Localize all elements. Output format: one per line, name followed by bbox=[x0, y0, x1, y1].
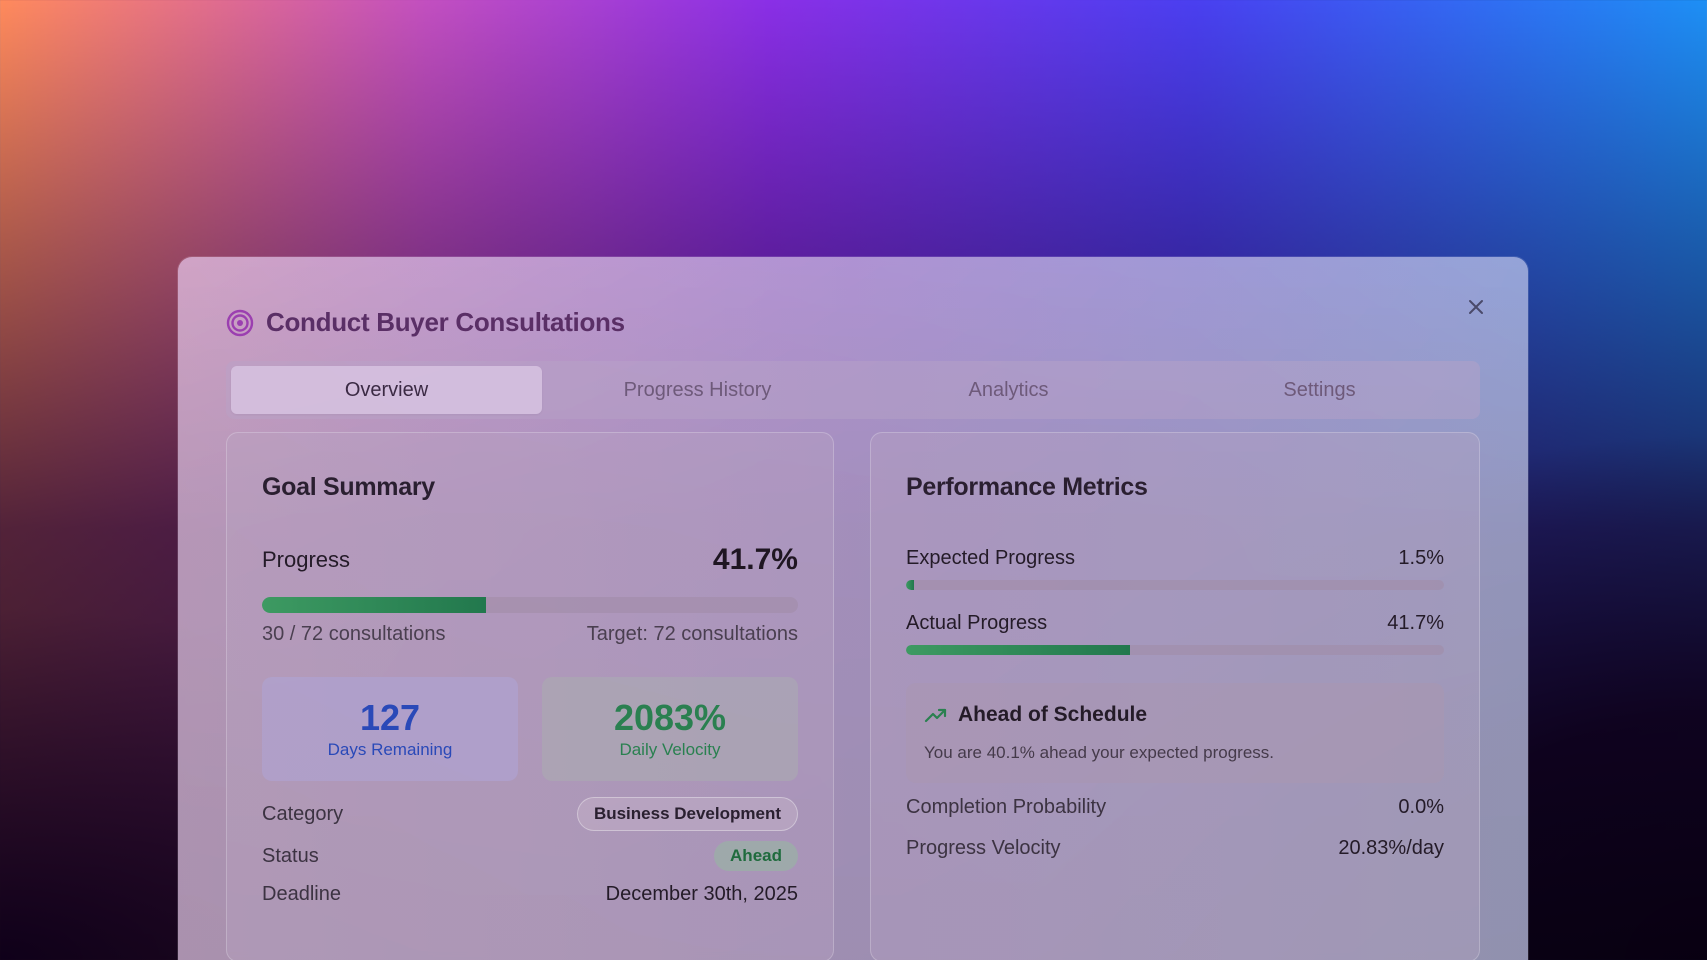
expected-progress-bar bbox=[906, 580, 1444, 590]
status-row: Status Ahead bbox=[262, 841, 798, 871]
progress-row: Progress 41.7% bbox=[262, 543, 798, 577]
progress-value: 41.7% bbox=[712, 543, 798, 576]
expected-progress-fill bbox=[906, 580, 915, 590]
expected-progress-value: 1.5% bbox=[1398, 547, 1444, 569]
ahead-title: Ahead of Schedule bbox=[958, 703, 1148, 726]
expected-progress-row: Expected Progress 1.5% bbox=[906, 547, 1444, 570]
progress-bar-fill bbox=[262, 597, 486, 613]
progress-target: Target: 72 consultations bbox=[586, 623, 798, 645]
completion-probability-value: 0.0% bbox=[1398, 796, 1444, 818]
modal-title: Conduct Buyer Consultations bbox=[266, 307, 625, 337]
tab-settings[interactable]: Settings bbox=[1283, 378, 1356, 401]
completion-probability-label: Completion Probability bbox=[906, 796, 1107, 818]
close-icon[interactable] bbox=[1464, 295, 1488, 319]
trending-up-icon bbox=[924, 708, 947, 723]
performance-metrics-card: Performance Metrics Expected Progress 1.… bbox=[870, 432, 1480, 960]
progress-velocity-row: Progress Velocity 20.83%/day bbox=[906, 837, 1444, 860]
actual-progress-fill bbox=[906, 645, 1131, 655]
modal-header: Conduct Buyer Consultations bbox=[226, 307, 625, 338]
days-remaining-label: Days Remaining bbox=[327, 740, 453, 759]
daily-velocity-value: 2083% bbox=[613, 697, 727, 738]
tab-progress-history[interactable]: Progress History bbox=[623, 378, 772, 401]
completion-probability-row: Completion Probability 0.0% bbox=[906, 796, 1444, 819]
actual-progress-row: Actual Progress 41.7% bbox=[906, 612, 1444, 635]
status-label: Status bbox=[262, 844, 319, 867]
performance-heading: Performance Metrics bbox=[906, 473, 1148, 501]
daily-velocity-label: Daily Velocity bbox=[619, 740, 721, 759]
progress-label: Progress bbox=[262, 547, 351, 572]
category-row: Category Business Development bbox=[262, 797, 798, 831]
target-icon bbox=[226, 309, 254, 336]
category-badge: Business Development bbox=[576, 797, 798, 831]
deadline-label: Deadline bbox=[262, 883, 341, 905]
progress-bar bbox=[262, 597, 798, 613]
deadline-row: Deadline December 30th, 2025 bbox=[262, 883, 798, 906]
status-badge: Ahead bbox=[714, 841, 798, 871]
actual-progress-label: Actual Progress bbox=[906, 612, 1048, 634]
progress-velocity-value: 20.83%/day bbox=[1338, 837, 1444, 859]
ahead-of-schedule-callout: Ahead of Schedule You are 40.1% ahead yo… bbox=[906, 683, 1444, 783]
goal-summary-card: Goal Summary Progress 41.7% 30 / 72 cons… bbox=[226, 432, 834, 960]
tab-overview[interactable]: Overview bbox=[231, 366, 542, 414]
tab-bar: Overview Progress History Analytics Sett… bbox=[226, 361, 1480, 419]
goal-summary-heading: Goal Summary bbox=[262, 473, 435, 501]
tab-analytics[interactable]: Analytics bbox=[968, 378, 1049, 401]
days-remaining-tile: 127 Days Remaining bbox=[262, 677, 518, 781]
category-label: Category bbox=[262, 802, 344, 825]
deadline-value: December 30th, 2025 bbox=[605, 883, 798, 905]
goal-detail-modal: Conduct Buyer Consultations Overview Pro… bbox=[178, 257, 1528, 960]
days-remaining-value: 127 bbox=[359, 697, 421, 738]
actual-progress-bar bbox=[906, 645, 1444, 655]
ahead-text: You are 40.1% ahead your expected progre… bbox=[924, 743, 1275, 762]
actual-progress-value: 41.7% bbox=[1387, 612, 1444, 634]
progress-velocity-label: Progress Velocity bbox=[906, 837, 1061, 859]
daily-velocity-tile: 2083% Daily Velocity bbox=[542, 677, 798, 781]
progress-count: 30 / 72 consultations bbox=[262, 623, 446, 645]
expected-progress-label: Expected Progress bbox=[906, 547, 1075, 569]
progress-counts-row: 30 / 72 consultations Target: 72 consult… bbox=[262, 623, 798, 646]
